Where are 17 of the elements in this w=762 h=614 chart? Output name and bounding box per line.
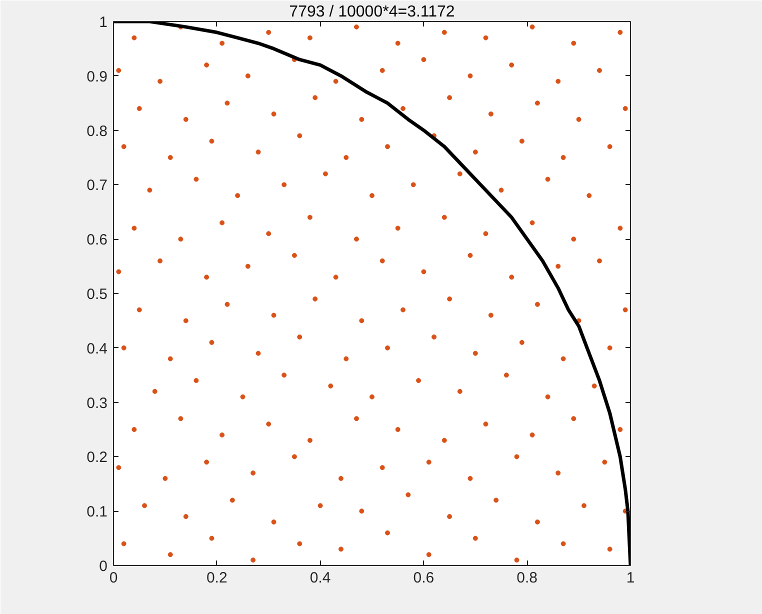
- y-tick-label: 0.5: [86, 286, 108, 303]
- y-tick-label: 0.8: [86, 122, 108, 140]
- y-tick-label: 0.2: [86, 449, 108, 466]
- y-tick-label: 0.7: [86, 177, 108, 194]
- y-tick-label: 0.3: [86, 394, 108, 412]
- x-tick-label: 0.6: [413, 570, 434, 586]
- y-tick-label: 0.4: [86, 340, 108, 358]
- x-tick-label: 1: [626, 570, 635, 586]
- y-tick-label: 0.6: [86, 232, 108, 249]
- y-tick-label: 1: [99, 14, 108, 31]
- y-tick-label: 0.1: [86, 504, 108, 521]
- x-tick-label: 0.4: [310, 570, 331, 586]
- x-tick-label: 0.2: [206, 570, 228, 586]
- y-tick-label: 0.9: [86, 68, 108, 86]
- y-tick-label: 0: [99, 558, 108, 575]
- chart-title: 7793 / 10000*4=3.1172: [289, 4, 455, 20]
- x-tick-label: 0.8: [516, 570, 538, 586]
